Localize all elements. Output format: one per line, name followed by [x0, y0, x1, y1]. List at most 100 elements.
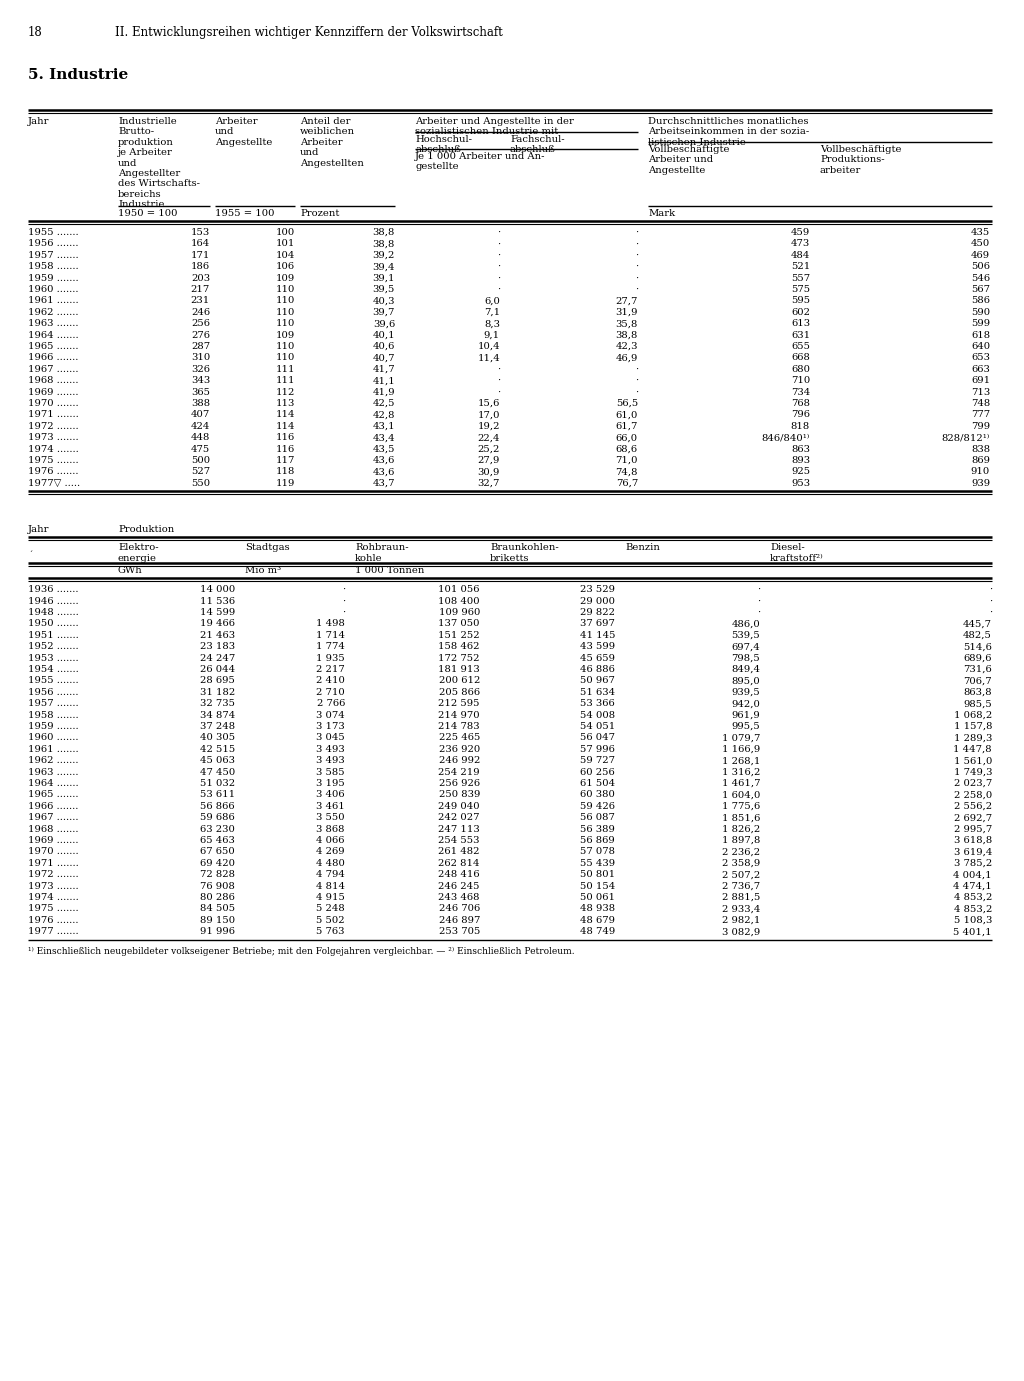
Text: 30,9: 30,9 — [477, 467, 500, 476]
Text: 1972 .......: 1972 ....... — [28, 870, 79, 880]
Text: 76,7: 76,7 — [615, 479, 638, 487]
Text: 3 461: 3 461 — [316, 802, 345, 811]
Text: 57 996: 57 996 — [581, 744, 615, 754]
Text: 484: 484 — [791, 251, 810, 260]
Text: 1963 .......: 1963 ....... — [28, 768, 79, 776]
Text: 61,7: 61,7 — [615, 421, 638, 431]
Text: 26 044: 26 044 — [200, 666, 234, 674]
Text: 1958 .......: 1958 ....... — [28, 262, 79, 271]
Text: 895,0: 895,0 — [731, 677, 760, 685]
Text: 110: 110 — [275, 319, 295, 329]
Text: 112: 112 — [275, 388, 295, 396]
Text: 459: 459 — [791, 228, 810, 238]
Text: 27,7: 27,7 — [615, 297, 638, 305]
Text: 846/840¹⁾: 846/840¹⁾ — [762, 434, 810, 442]
Text: 113: 113 — [275, 399, 295, 407]
Text: 1975 .......: 1975 ....... — [28, 456, 79, 465]
Text: 6,0: 6,0 — [484, 297, 500, 305]
Text: ·: · — [497, 273, 500, 283]
Text: 14 000: 14 000 — [200, 586, 234, 594]
Text: 1 826,2: 1 826,2 — [722, 824, 760, 834]
Text: 10,4: 10,4 — [477, 342, 500, 351]
Text: 56 047: 56 047 — [580, 733, 615, 743]
Text: 24 247: 24 247 — [200, 653, 234, 663]
Text: 473: 473 — [791, 239, 810, 249]
Text: 1 714: 1 714 — [316, 631, 345, 639]
Text: 29 000: 29 000 — [580, 597, 615, 606]
Text: 19,2: 19,2 — [477, 421, 500, 431]
Text: 486,0: 486,0 — [731, 620, 760, 628]
Text: 1955 .......: 1955 ....... — [28, 228, 79, 238]
Text: 39,4: 39,4 — [373, 262, 395, 271]
Text: 43,1: 43,1 — [373, 421, 395, 431]
Text: 1971 .......: 1971 ....... — [28, 410, 79, 420]
Text: Fachschul-
abschluß: Fachschul- abschluß — [510, 135, 564, 155]
Text: 1 166,9: 1 166,9 — [722, 744, 760, 754]
Text: Vollbeschäftigte
Arbeiter und
Angestellte: Vollbeschäftigte Arbeiter und Angestellt… — [648, 145, 729, 175]
Text: 1957 .......: 1957 ....... — [28, 251, 79, 260]
Text: 450: 450 — [971, 239, 990, 249]
Text: Mark: Mark — [648, 209, 675, 218]
Text: 939: 939 — [971, 479, 990, 487]
Text: 110: 110 — [275, 284, 295, 294]
Text: 697,4: 697,4 — [731, 642, 760, 652]
Text: 29 822: 29 822 — [580, 608, 615, 617]
Text: 1976 .......: 1976 ....... — [28, 916, 79, 925]
Text: Jahr: Jahr — [28, 525, 49, 534]
Text: 680: 680 — [791, 365, 810, 374]
Text: 48 679: 48 679 — [580, 916, 615, 925]
Text: 60 380: 60 380 — [581, 790, 615, 800]
Text: 3 550: 3 550 — [316, 813, 345, 822]
Text: 1948 .......: 1948 ....... — [28, 608, 79, 617]
Text: 1973 .......: 1973 ....... — [28, 881, 79, 891]
Text: 137 050: 137 050 — [438, 620, 480, 628]
Text: 910: 910 — [971, 467, 990, 476]
Text: Je 1 000 Arbeiter und An-
gestellte: Je 1 000 Arbeiter und An- gestellte — [415, 152, 546, 171]
Text: 706,7: 706,7 — [964, 677, 992, 685]
Text: 42,5: 42,5 — [373, 399, 395, 407]
Text: Hochschul-
abschluß: Hochschul- abschluß — [415, 135, 472, 155]
Text: 53 366: 53 366 — [581, 699, 615, 708]
Text: 1973 .......: 1973 ....... — [28, 434, 79, 442]
Text: 38,8: 38,8 — [373, 228, 395, 238]
Text: 2 881,5: 2 881,5 — [722, 894, 760, 902]
Text: 713: 713 — [971, 388, 990, 396]
Text: 108 400: 108 400 — [438, 597, 480, 606]
Text: 32 735: 32 735 — [200, 699, 234, 708]
Text: 514,6: 514,6 — [964, 642, 992, 652]
Text: 1970 .......: 1970 ....... — [28, 399, 79, 407]
Text: 217: 217 — [190, 284, 210, 294]
Text: 1959 .......: 1959 ....... — [28, 273, 79, 283]
Text: 618: 618 — [971, 330, 990, 340]
Text: 1950 .......: 1950 ....... — [28, 620, 79, 628]
Text: 1953 .......: 1953 ....... — [28, 653, 79, 663]
Text: 56 389: 56 389 — [581, 824, 615, 834]
Text: 1965 .......: 1965 ....... — [28, 342, 79, 351]
Text: 942,0: 942,0 — [731, 699, 760, 708]
Text: 1964 .......: 1964 ....... — [28, 330, 79, 340]
Text: 109 960: 109 960 — [438, 608, 480, 617]
Text: 231: 231 — [190, 297, 210, 305]
Text: 27,9: 27,9 — [477, 456, 500, 465]
Text: 41,9: 41,9 — [373, 388, 395, 396]
Text: 55 439: 55 439 — [580, 859, 615, 867]
Text: 1960 .......: 1960 ....... — [28, 284, 79, 294]
Text: Jahr: Jahr — [28, 117, 49, 126]
Text: 2 692,7: 2 692,7 — [954, 813, 992, 822]
Text: 482,5: 482,5 — [964, 631, 992, 639]
Text: 3 493: 3 493 — [316, 744, 345, 754]
Text: 500: 500 — [190, 456, 210, 465]
Text: Braunkohlen-
briketts: Braunkohlen- briketts — [490, 543, 559, 562]
Text: 153: 153 — [190, 228, 210, 238]
Text: 56 866: 56 866 — [201, 802, 234, 811]
Text: 61 504: 61 504 — [580, 779, 615, 789]
Text: 796: 796 — [791, 410, 810, 420]
Text: 2 766: 2 766 — [316, 699, 345, 708]
Text: 246: 246 — [190, 308, 210, 316]
Text: 117: 117 — [275, 456, 295, 465]
Text: ·: · — [635, 273, 638, 283]
Text: 111: 111 — [275, 365, 295, 374]
Text: 424: 424 — [190, 421, 210, 431]
Text: 116: 116 — [275, 434, 295, 442]
Text: ·: · — [497, 284, 500, 294]
